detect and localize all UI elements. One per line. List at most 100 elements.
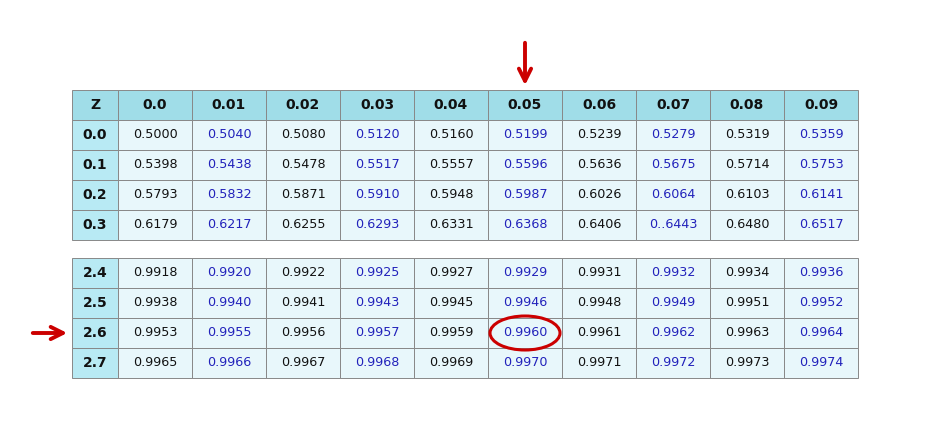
Bar (266, 348, 340, 378)
Bar (636, 210, 710, 240)
Text: 0.9967: 0.9967 (281, 357, 325, 370)
Text: 0.6179: 0.6179 (132, 218, 177, 232)
Text: 0.9960: 0.9960 (503, 327, 547, 339)
Text: 0.5517: 0.5517 (355, 159, 399, 171)
Bar (414, 210, 488, 240)
Bar (636, 318, 710, 348)
Text: 0.5871: 0.5871 (281, 188, 325, 202)
Text: 0.09: 0.09 (804, 98, 838, 112)
Text: 0.6255: 0.6255 (281, 218, 325, 232)
Bar (562, 90, 636, 120)
Bar (72, 180, 118, 210)
Bar (636, 120, 710, 150)
Text: 0.5279: 0.5279 (651, 129, 695, 141)
Text: 0..6443: 0..6443 (649, 218, 697, 232)
Bar (72, 120, 118, 150)
Bar (636, 258, 710, 288)
Text: 0.08: 0.08 (730, 98, 764, 112)
Bar (488, 180, 562, 210)
Bar (72, 210, 118, 240)
Bar (488, 150, 562, 180)
Text: 0.9940: 0.9940 (206, 297, 251, 309)
Text: 0.9934: 0.9934 (725, 267, 770, 279)
Bar (72, 318, 118, 348)
Bar (710, 348, 784, 378)
Bar (784, 90, 858, 120)
Text: 0.5596: 0.5596 (503, 159, 547, 171)
Text: 0.5753: 0.5753 (798, 159, 844, 171)
Text: 0.9946: 0.9946 (503, 297, 547, 309)
Text: 0.9949: 0.9949 (651, 297, 695, 309)
Text: 0.9974: 0.9974 (799, 357, 844, 370)
Bar (192, 288, 266, 318)
Bar (266, 120, 340, 150)
Bar (784, 120, 858, 150)
Text: 0.02: 0.02 (286, 98, 320, 112)
Bar (340, 348, 414, 378)
Bar (72, 150, 118, 180)
Text: 0.6103: 0.6103 (725, 188, 770, 202)
Text: 0.9925: 0.9925 (355, 267, 399, 279)
Text: 2.7: 2.7 (82, 356, 107, 370)
Bar (72, 288, 118, 318)
Bar (784, 318, 858, 348)
Text: 0.9938: 0.9938 (132, 297, 177, 309)
Text: 0.05: 0.05 (507, 98, 542, 112)
Bar (710, 150, 784, 180)
Text: 0.9961: 0.9961 (577, 327, 621, 339)
Bar (192, 210, 266, 240)
Bar (562, 120, 636, 150)
Bar (266, 180, 340, 210)
Bar (266, 90, 340, 120)
Text: 0.9953: 0.9953 (132, 327, 177, 339)
Text: 0.0: 0.0 (143, 98, 168, 112)
Bar (340, 180, 414, 210)
Text: 0.9959: 0.9959 (429, 327, 473, 339)
Text: 0.9973: 0.9973 (725, 357, 770, 370)
Text: 0.5832: 0.5832 (206, 188, 251, 202)
Text: 0.9920: 0.9920 (206, 267, 251, 279)
Bar (192, 180, 266, 210)
Text: 0.9931: 0.9931 (577, 267, 621, 279)
Bar (636, 180, 710, 210)
Text: 0.9927: 0.9927 (429, 267, 473, 279)
Text: 0.3: 0.3 (82, 218, 107, 232)
Bar (118, 348, 192, 378)
Text: 0.01: 0.01 (212, 98, 246, 112)
Bar (192, 318, 266, 348)
Bar (118, 210, 192, 240)
Text: 0.5080: 0.5080 (281, 129, 325, 141)
Bar (488, 120, 562, 150)
Bar (784, 348, 858, 378)
Bar (784, 150, 858, 180)
Text: 0.5199: 0.5199 (503, 129, 547, 141)
Text: 0.03: 0.03 (360, 98, 394, 112)
Bar (784, 288, 858, 318)
Bar (118, 180, 192, 210)
Bar (72, 348, 118, 378)
Text: 0.5987: 0.5987 (503, 188, 547, 202)
Bar (710, 258, 784, 288)
Text: 0.9929: 0.9929 (503, 267, 547, 279)
Text: 0.9966: 0.9966 (206, 357, 251, 370)
Bar (636, 288, 710, 318)
Bar (488, 288, 562, 318)
Bar (710, 90, 784, 120)
Bar (192, 348, 266, 378)
Text: 0.5910: 0.5910 (355, 188, 399, 202)
Bar (562, 258, 636, 288)
Text: 0.9932: 0.9932 (651, 267, 695, 279)
Text: 0.5319: 0.5319 (725, 129, 770, 141)
Text: 0.9968: 0.9968 (355, 357, 399, 370)
Bar (414, 150, 488, 180)
Text: 0.5160: 0.5160 (429, 129, 473, 141)
Text: 0.2: 0.2 (82, 188, 107, 202)
Bar (266, 288, 340, 318)
Bar (340, 90, 414, 120)
Bar (414, 90, 488, 120)
Bar (488, 318, 562, 348)
Text: 0.9943: 0.9943 (355, 297, 399, 309)
Text: 0.6064: 0.6064 (651, 188, 695, 202)
Bar (562, 288, 636, 318)
Bar (340, 288, 414, 318)
